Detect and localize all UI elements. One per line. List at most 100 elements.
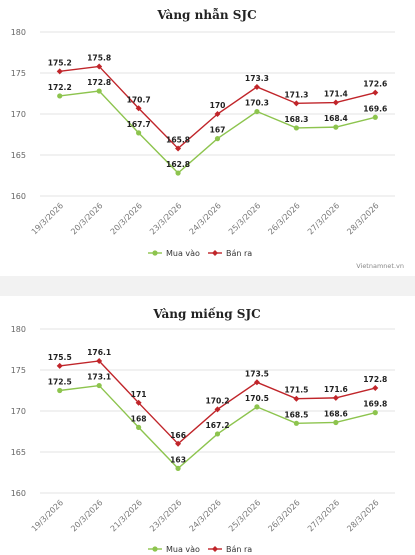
data-label: 162.8	[166, 160, 190, 169]
x-tick-label: 26/3/2026	[266, 201, 301, 236]
x-tick-label: 24/3/2026	[188, 201, 223, 236]
data-label: 167	[210, 126, 226, 135]
data-point	[254, 404, 260, 410]
data-point	[372, 89, 379, 96]
data-point	[214, 136, 221, 142]
data-point	[214, 111, 221, 117]
data-label: 172.8	[363, 375, 387, 384]
chart-panel-nhan: Vàng nhẫn SJC 160 165 170 175 180 19/3/2026 20/…	[0, 0, 415, 275]
data-label: 167.7	[127, 120, 151, 129]
data-label: 166	[170, 431, 186, 440]
data-point	[96, 63, 103, 70]
y-tick-label: 160	[11, 489, 26, 498]
data-point	[254, 108, 260, 115]
data-point	[136, 424, 142, 430]
data-point	[253, 379, 260, 386]
data-label: 167.2	[205, 421, 229, 430]
y-tick-label: 170	[11, 407, 26, 416]
data-label: 173.1	[87, 373, 111, 382]
legend-label: Mua vào	[166, 249, 200, 258]
chart-vang-mieng: Vàng miếng SJC 160 165 170 175 180 19/3/2026 20…	[11, 306, 395, 554]
legend-marker	[212, 546, 218, 552]
data-point	[56, 68, 63, 75]
data-point	[372, 385, 379, 392]
data-label: 172.2	[48, 83, 72, 92]
credit-text: Vietnamnet.vn	[356, 262, 404, 270]
data-point	[293, 125, 299, 131]
data-label: 171	[131, 390, 147, 399]
data-label: 172.5	[48, 378, 72, 387]
data-point	[96, 88, 102, 94]
legend-label: Bán ra	[226, 545, 252, 554]
y-tick-label: 180	[11, 28, 26, 37]
data-label: 175.5	[48, 353, 72, 362]
data-label: 168.5	[284, 410, 308, 419]
data-label: 171.4	[324, 90, 348, 99]
data-label: 170.5	[245, 394, 269, 403]
data-label: 170.2	[205, 396, 229, 405]
y-tick-label: 160	[11, 192, 26, 201]
x-tick-label: 25/3/2026	[227, 201, 262, 236]
x-tick-label: 26/3/2026	[266, 498, 301, 533]
panel-separator	[0, 276, 415, 296]
chart-title: Vàng nhẫn SJC	[156, 7, 256, 22]
x-tick-label: 27/3/2026	[306, 498, 341, 533]
data-point	[175, 440, 182, 447]
legend-marker	[152, 546, 158, 552]
data-point	[57, 387, 63, 394]
legend-marker	[212, 250, 218, 256]
data-point	[372, 114, 378, 120]
data-label: 173.5	[245, 369, 269, 378]
chart-panel-mieng: Vàng miếng SJC 160 165 170 175 180 19/3/2026 20…	[0, 297, 415, 555]
data-label: 172.8	[87, 78, 111, 87]
data-point	[332, 394, 339, 401]
x-tick-label: 25/3/2026	[227, 498, 262, 533]
data-label: 170.7	[127, 95, 151, 104]
x-tick-label: 19/3/2026	[30, 498, 65, 533]
data-point	[175, 145, 182, 152]
data-label: 170.3	[245, 99, 269, 108]
data-label: 173.3	[245, 74, 269, 83]
data-point	[333, 124, 339, 130]
x-tick-label: 21/3/2026	[109, 498, 144, 533]
data-label: 168.3	[284, 115, 308, 124]
x-tick-label: 23/3/2026	[148, 498, 183, 533]
x-tick-label: 27/3/2026	[306, 201, 341, 236]
data-label: 170	[210, 101, 226, 110]
data-label: 168.6	[324, 409, 348, 418]
data-point	[293, 100, 300, 107]
data-point	[293, 420, 299, 426]
data-label: 171.6	[324, 385, 348, 394]
legend-label: Mua vào	[166, 545, 200, 554]
data-label: 176.1	[87, 348, 111, 357]
data-point	[136, 130, 142, 136]
x-tick-label: 20/3/2026	[69, 201, 104, 236]
data-point	[175, 465, 181, 471]
x-tick-label: 23/3/2026	[148, 201, 183, 236]
data-label: 165.8	[166, 135, 190, 144]
x-tick-label: 20/3/2026	[69, 498, 104, 533]
data-point	[135, 399, 142, 406]
y-tick-label: 175	[11, 69, 26, 78]
legend-label: Bán ra	[226, 249, 252, 258]
data-point	[372, 410, 378, 416]
data-label: 175.8	[87, 53, 111, 62]
data-point	[57, 93, 63, 99]
data-label: 171.3	[284, 90, 308, 99]
data-label: 172.6	[363, 80, 387, 89]
data-point	[214, 431, 221, 437]
y-tick-label: 165	[11, 151, 26, 160]
data-point	[332, 99, 339, 106]
y-tick-label: 175	[11, 366, 26, 375]
data-point	[333, 419, 339, 426]
data-label: 171.5	[284, 386, 308, 395]
data-label: 175.2	[48, 58, 72, 67]
x-tick-label: 28/3/2026	[345, 498, 380, 533]
chart-title: Vàng miếng SJC	[152, 306, 260, 321]
legend-marker	[152, 250, 158, 256]
data-label: 169.6	[363, 104, 387, 113]
x-tick-label: 20/3/2026	[109, 201, 144, 236]
data-point	[293, 395, 300, 402]
data-point	[214, 406, 221, 413]
